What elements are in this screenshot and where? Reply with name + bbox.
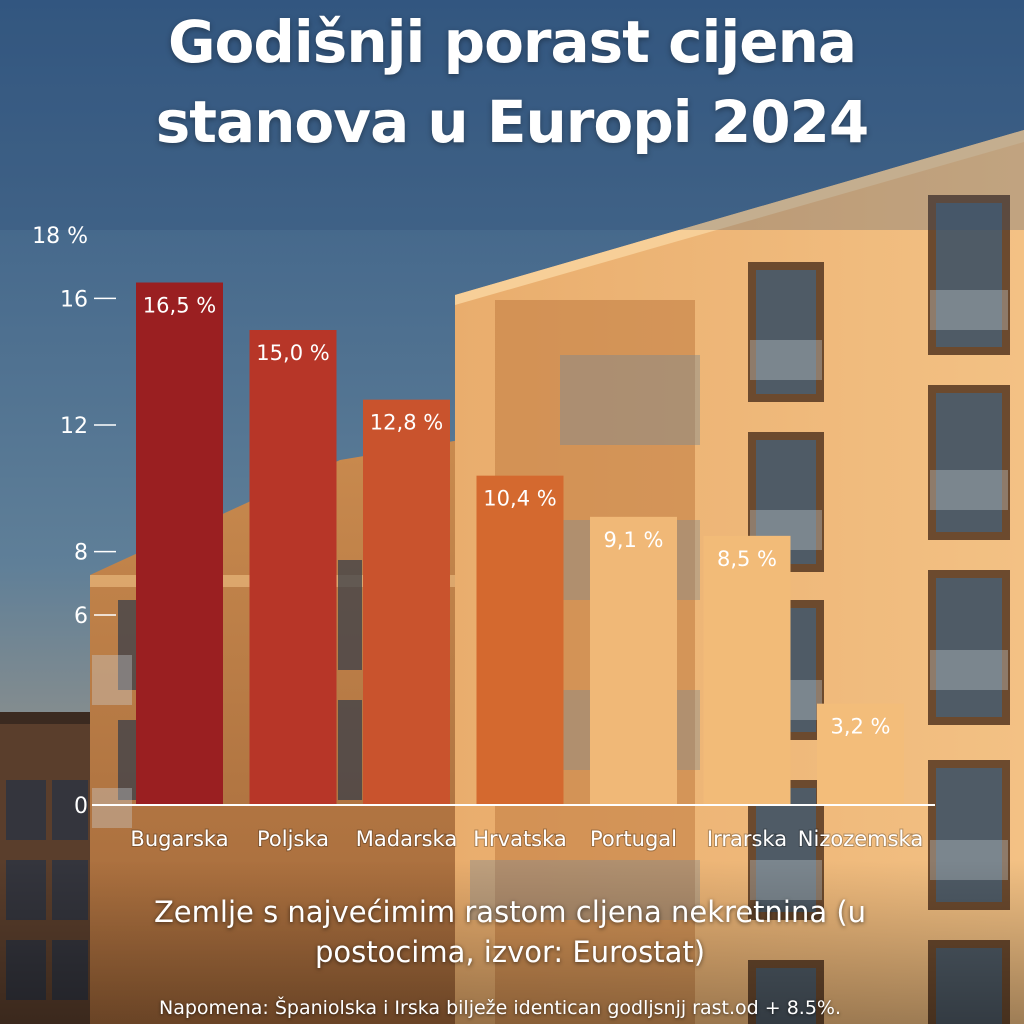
bar-value-label: 12,8 % [370, 411, 443, 435]
bar-value-label: 15,0 % [256, 341, 329, 365]
x-category-label: Hrvatska [473, 827, 567, 851]
bar [249, 330, 337, 805]
x-category-label: Madarska [356, 827, 457, 851]
x-category-label: Portugal [590, 827, 677, 851]
chart-title-line-2: stanova u Europi 2024 [155, 88, 870, 156]
y-tick-label: 12 [60, 414, 88, 439]
x-category-label: Poljska [257, 827, 329, 851]
chart-subtitle-line-2: postocima, izvor: Eurostat) [314, 935, 706, 969]
y-tick-label: 16 [60, 287, 88, 312]
chart-subtitle-line-1: Zemlje s najvećimim rastom cljena nekret… [153, 895, 867, 929]
x-category-label: Irrarska [707, 827, 787, 851]
y-tick-label: 6 [74, 604, 88, 629]
y-tick-label: 18 % [32, 224, 88, 249]
x-category-label: Bugarska [130, 827, 228, 851]
bar [476, 475, 564, 805]
bar [363, 399, 450, 805]
bar [136, 282, 223, 805]
bar [590, 516, 677, 805]
chart-footnote: Napomena: Španiolska i Irska bilježe ide… [158, 997, 842, 1019]
bar-value-label: 8,5 % [717, 547, 777, 571]
bar-value-label: 9,1 % [603, 528, 663, 552]
chart-title-line-1: Godišnji porast cijena [167, 8, 857, 76]
chart-subtitle: Zemlje s najvećimim rastom cljena nekret… [110, 892, 910, 972]
chart-title: Godišnji porast cijena stanova u Europi … [0, 2, 1024, 162]
bar [817, 703, 904, 805]
bar-value-label: 10,4 % [483, 487, 556, 511]
y-tick-label: 8 [74, 541, 88, 566]
bar-value-label: 3,2 % [830, 715, 890, 739]
x-category-label: Nizozemska [798, 827, 923, 851]
bar [703, 535, 791, 805]
bar-value-label: 16,5 % [143, 294, 216, 318]
y-tick-label: 0 [74, 794, 88, 819]
